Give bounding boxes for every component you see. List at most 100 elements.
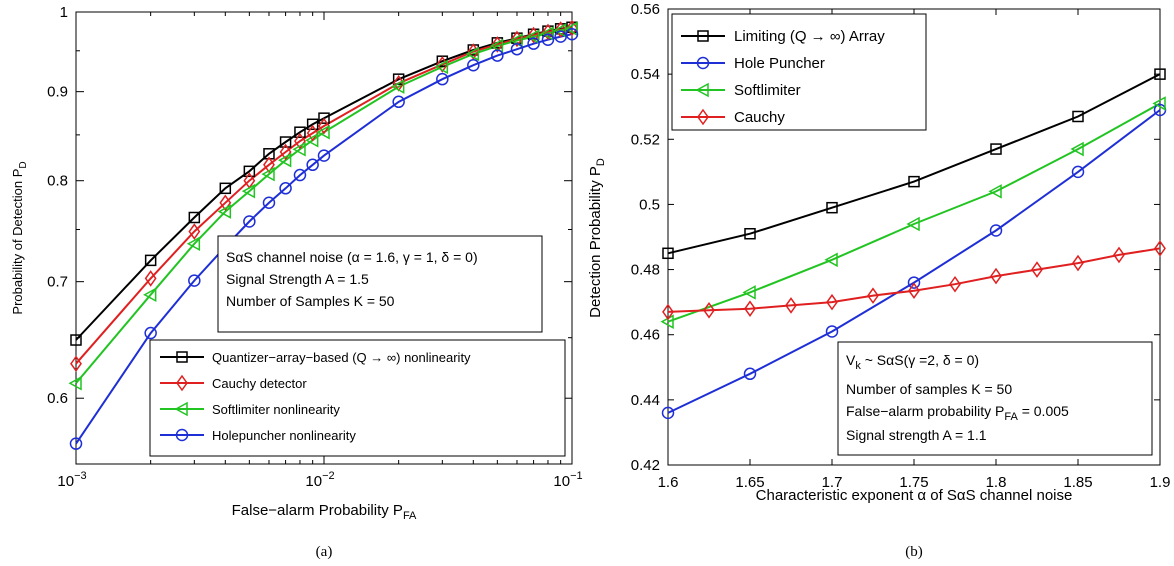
chart-b-data-point — [1072, 110, 1084, 123]
chart-b-data-point — [661, 406, 675, 420]
chart-b-series-line — [667, 102, 1161, 323]
chart-b-x-axis-label: Characteristic exponent α of SαS channel… — [756, 487, 1073, 504]
chart-a-data-point — [262, 196, 276, 210]
chart-a-data-point — [241, 183, 256, 199]
chart-a-data-point — [511, 30, 523, 48]
chart-b-data-point — [907, 276, 921, 289]
chart-b-series-line — [667, 247, 1161, 313]
chart-a-data-point — [293, 168, 307, 182]
chart-b-y-tick-label: 0.46 — [631, 327, 660, 344]
chart-b-x-tick-label: 1.7 — [822, 474, 843, 491]
chart-a-data-point — [217, 204, 232, 219]
chart-a-data-point — [188, 274, 201, 287]
chart-b-legend-marker — [697, 30, 709, 42]
chart-b-data-point — [662, 303, 674, 321]
chart-b-data-point — [785, 297, 797, 314]
chart-a-y-tick-label: 1 — [60, 4, 68, 21]
chart-a-data-point — [279, 136, 292, 148]
chart-a-data-point — [317, 149, 331, 162]
chart-a-data-point — [70, 334, 82, 346]
chart-a-data-point — [318, 112, 330, 124]
chart-a-y-tick-label: 0.8 — [47, 173, 68, 190]
chart-a-legend-label: Holepuncher nonlinearity — [212, 428, 356, 443]
chart-a-data-point — [527, 26, 540, 44]
chart-a-data-point — [318, 117, 330, 135]
chart-a-data-point — [70, 355, 82, 373]
chart-b-y-tick-label: 0.54 — [631, 66, 660, 83]
chart-a-data-point — [243, 165, 256, 178]
chart-a-data-point — [491, 49, 504, 62]
chart-b-data-point — [1070, 141, 1084, 157]
chart-a-data-point — [278, 152, 292, 168]
chart-b-y-tick-label: 0.42 — [631, 457, 660, 474]
chart-a-data-point — [554, 30, 567, 43]
chart-a-y-axis-label: Probability of Detection PD — [10, 161, 29, 314]
chart-a-y-tick-label: 0.7 — [47, 274, 68, 291]
chart-b-x-tick-label: 1.75 — [899, 474, 928, 491]
chart-a-data-point — [540, 26, 554, 41]
chart-a-annotation-box — [217, 235, 543, 333]
chart-b-x-tick-label: 1.9 — [1150, 474, 1171, 491]
chart-b-data-point — [744, 227, 756, 240]
chart-b-legend-marker — [696, 56, 710, 70]
chart-b-data-point — [1113, 246, 1125, 264]
chart-a-y-tick-label: 0.6 — [47, 390, 68, 407]
chart-b-data-point — [1154, 240, 1166, 257]
chart-b-x-tick-label: 1.85 — [1063, 474, 1092, 491]
chart-a-data-point — [566, 19, 578, 37]
chart-a-data-point — [510, 42, 524, 56]
chart-a-data-point — [553, 23, 567, 38]
chart-b-x-tick-label: 1.65 — [735, 474, 764, 491]
chart-b-annotation-line: Vk ~ SαS(γ =2, δ = 0) — [846, 352, 979, 372]
chart-a-data-point — [491, 36, 504, 53]
chart-b-y-tick-label: 0.56 — [631, 1, 660, 18]
chart-b-data-point — [703, 301, 715, 319]
chart-a-data-point — [292, 141, 306, 157]
chart-b-legend-label: Limiting (Q → ∞) Array — [734, 28, 885, 45]
chart-b-data-point — [662, 247, 674, 260]
chart-b-caption: (b) — [905, 544, 923, 560]
chart-a-x-tick-label: 10−1 — [553, 470, 582, 490]
chart-a-data-point — [316, 124, 330, 140]
chart-b-data-point — [908, 175, 920, 188]
chart-b-data-point — [908, 282, 920, 300]
chart-b-data-point — [824, 252, 838, 268]
chart-a-data-point — [68, 375, 82, 391]
chart-a-data-point — [144, 254, 157, 267]
chart-a-caption: (a) — [316, 544, 333, 560]
chart-a-annotation-line: Signal Strength A = 1.5 — [226, 271, 369, 287]
chart-b-data-point — [826, 293, 838, 311]
chart-b-series-line — [667, 73, 1161, 255]
chart-a: 10−3 10−2 10−1 0.6 0.7 0.8 0.9 1 False−alarm P… — [10, 4, 583, 560]
chart-b-y-tick-label: 0.48 — [631, 262, 660, 279]
chart-b-data-point — [990, 143, 1002, 155]
chart-b-data-point — [826, 201, 838, 214]
chart-a-data-point — [294, 132, 306, 150]
chart-b-data-point — [742, 285, 756, 300]
chart-a-data-point — [554, 21, 567, 38]
chart-b-annotation-line: False−alarm probability PFA = 0.005 — [846, 403, 1069, 423]
chart-a-legend-label: Softlimiter nonlinearity — [212, 402, 340, 417]
chart-a-annotation-line: SαS channel noise (α = 1.6, γ = 1, δ = 0… — [226, 249, 478, 265]
chart-a-data-point — [564, 21, 578, 37]
chart-b-data-point — [1071, 165, 1085, 179]
chart-a-data-point — [542, 23, 554, 41]
chart-a-data-point — [526, 29, 540, 44]
chart-a-data-point — [279, 182, 292, 195]
chart-a-data-point — [143, 287, 157, 303]
chart-a-data-point — [392, 95, 405, 109]
chart-a-legend — [149, 339, 566, 457]
chart-a-series-line — [75, 27, 573, 365]
chart-a-legend-marker — [175, 428, 189, 442]
chart-b-y-tick-label: 0.44 — [631, 392, 660, 409]
chart-a-x-tick-label: 10−2 — [305, 470, 334, 490]
chart-a-legend-marker — [176, 351, 188, 363]
chart-a-data-point — [306, 118, 319, 131]
chart-b-data-point — [1072, 254, 1084, 272]
chart-a-x-axis-label: False−alarm Probability PFA — [232, 502, 417, 522]
chart-a-data-point — [188, 223, 201, 240]
chart-a-data-point — [306, 158, 319, 172]
chart-b-data-point — [988, 184, 1002, 199]
chart-b-data-point — [949, 275, 961, 293]
chart-b-legend-label: Softlimiter — [734, 82, 801, 99]
